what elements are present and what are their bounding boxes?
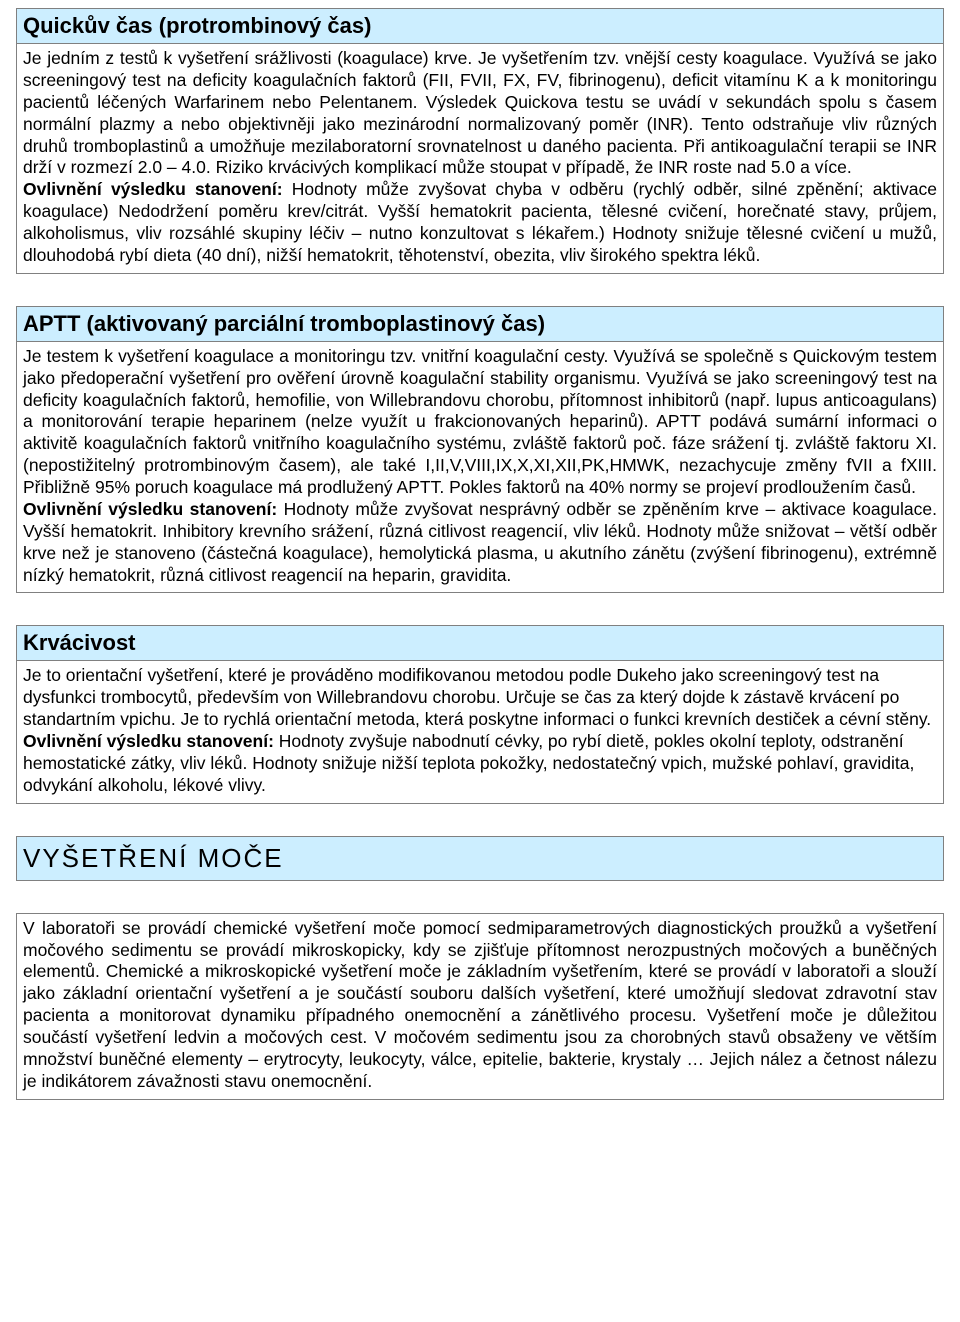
major-header-title: VYŠETŘENÍ MOČE <box>23 843 284 873</box>
influence-label: Ovlivnění výsledku stanovení: <box>23 179 283 199</box>
section-title: APTT (aktivovaný parciální tromboplastin… <box>23 311 545 336</box>
section-title: Quickův čas (protrombinový čas) <box>23 13 371 38</box>
major-header-urine: VYŠETŘENÍ MOČE <box>16 836 944 881</box>
section-urine-body: V laboratoři se provádí chemické vyšetře… <box>16 913 944 1100</box>
body-main-text: Je to orientační vyšetření, které je pro… <box>23 665 931 729</box>
section-quick-time: Quickův čas (protrombinový čas) Je jední… <box>16 8 944 274</box>
section-header: Quickův čas (protrombinový čas) <box>17 9 943 44</box>
influence-label: Ovlivnění výsledku stanovení: <box>23 499 277 519</box>
body-main-text: Je jedním z testů k vyšetření srážlivost… <box>23 48 937 177</box>
influence-label: Ovlivnění výsledku stanovení: <box>23 731 274 751</box>
body-main-text: Je testem k vyšetření koagulace a monito… <box>23 346 937 497</box>
section-title: Krvácivost <box>23 630 136 655</box>
section-aptt: APTT (aktivovaný parciální tromboplastin… <box>16 306 944 594</box>
section-krvacivost: Krvácivost Je to orientační vyšetření, k… <box>16 625 944 803</box>
section-header: APTT (aktivovaný parciální tromboplastin… <box>17 307 943 342</box>
urine-body-text: V laboratoři se provádí chemické vyšetře… <box>23 918 937 1093</box>
section-body: Je testem k vyšetření koagulace a monito… <box>17 342 943 593</box>
section-body: Je jedním z testů k vyšetření srážlivost… <box>17 44 943 273</box>
section-header: Krvácivost <box>17 626 943 661</box>
section-body: Je to orientační vyšetření, které je pro… <box>17 661 943 802</box>
section-body: V laboratoři se provádí chemické vyšetře… <box>17 914 943 1099</box>
